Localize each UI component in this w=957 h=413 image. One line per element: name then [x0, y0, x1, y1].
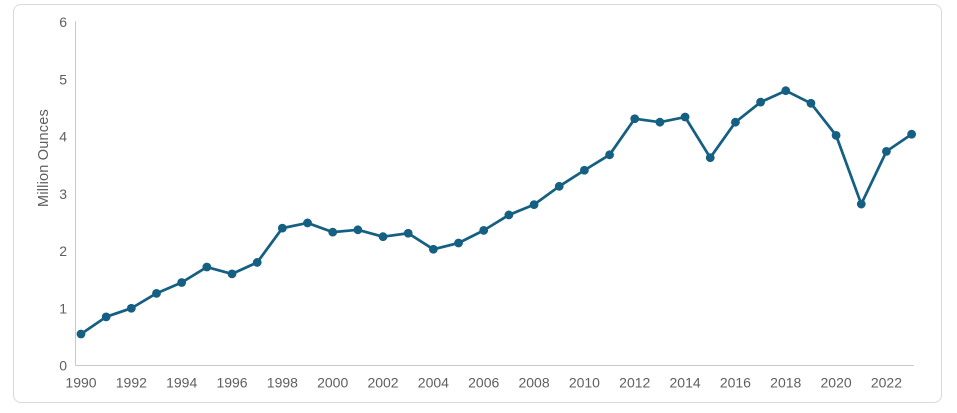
data-point-1998	[277, 223, 287, 233]
data-point-2017	[756, 97, 765, 107]
data-point-2012	[630, 114, 640, 124]
data-point-2016	[731, 117, 740, 127]
data-point-2010	[580, 165, 589, 175]
data-point-1999	[303, 218, 312, 228]
x-tick-label: 2014	[670, 375, 701, 391]
data-point-2008	[529, 200, 539, 210]
x-tick-label: 2020	[821, 375, 852, 391]
x-tick-label: 2010	[569, 375, 600, 391]
data-point-1995	[202, 262, 212, 272]
x-tick-label: 1998	[267, 375, 298, 391]
data-point-1991	[101, 312, 111, 322]
x-tick-label: 2012	[619, 375, 650, 391]
x-tick-label: 2008	[518, 375, 549, 391]
data-point-2018	[781, 86, 791, 96]
data-point-2011	[605, 150, 614, 160]
data-point-2022	[882, 146, 891, 156]
data-point-2020	[831, 130, 841, 140]
data-point-2013	[655, 117, 665, 127]
data-point-2009	[554, 181, 564, 191]
y-axis-title: Million Ounces	[36, 109, 52, 207]
x-tick-label: 1992	[116, 375, 147, 391]
data-point-2000	[328, 227, 338, 237]
x-tick-label: 2000	[317, 375, 348, 391]
data-point-2004	[428, 244, 438, 254]
y-tick-label: 3	[59, 186, 67, 202]
y-tick-label: 6	[59, 14, 67, 30]
data-point-2007	[504, 210, 514, 220]
data-point-2001	[353, 225, 363, 235]
data-series-line	[79, 89, 913, 336]
x-tick-label: 1994	[166, 375, 197, 391]
data-point-2019	[806, 98, 816, 108]
y-tick-label: 5	[59, 71, 67, 87]
y-tick-label: 2	[59, 243, 67, 259]
y-tick-label: 0	[59, 358, 67, 374]
data-point-2006	[479, 225, 489, 235]
data-point-2014	[680, 112, 690, 122]
x-tick-label: 2004	[418, 375, 449, 391]
data-point-1993	[152, 288, 161, 298]
x-tick-label: 2002	[367, 375, 398, 391]
data-point-1992	[126, 303, 136, 313]
data-point-1990	[76, 329, 86, 339]
data-point-2002	[378, 232, 388, 242]
data-point-2021	[856, 199, 866, 209]
y-tick-label: 4	[59, 129, 67, 145]
x-tick-label: 1990	[65, 375, 96, 391]
x-tick-label: 2018	[770, 375, 801, 391]
x-tick-label: 2016	[720, 375, 751, 391]
data-point-2005	[454, 238, 463, 248]
x-tick-label: 1996	[216, 375, 247, 391]
data-point-2015	[705, 153, 715, 163]
y-tick-label: 1	[59, 300, 67, 316]
data-point-2003	[403, 228, 413, 238]
data-point-2023	[907, 129, 917, 139]
data-point-1994	[177, 278, 187, 287]
data-point-1997	[252, 258, 262, 267]
chart-frame[interactable]	[13, 4, 942, 403]
x-tick-label: 2006	[468, 375, 499, 391]
data-point-1996	[227, 269, 237, 279]
x-tick-label: 2022	[871, 375, 902, 391]
